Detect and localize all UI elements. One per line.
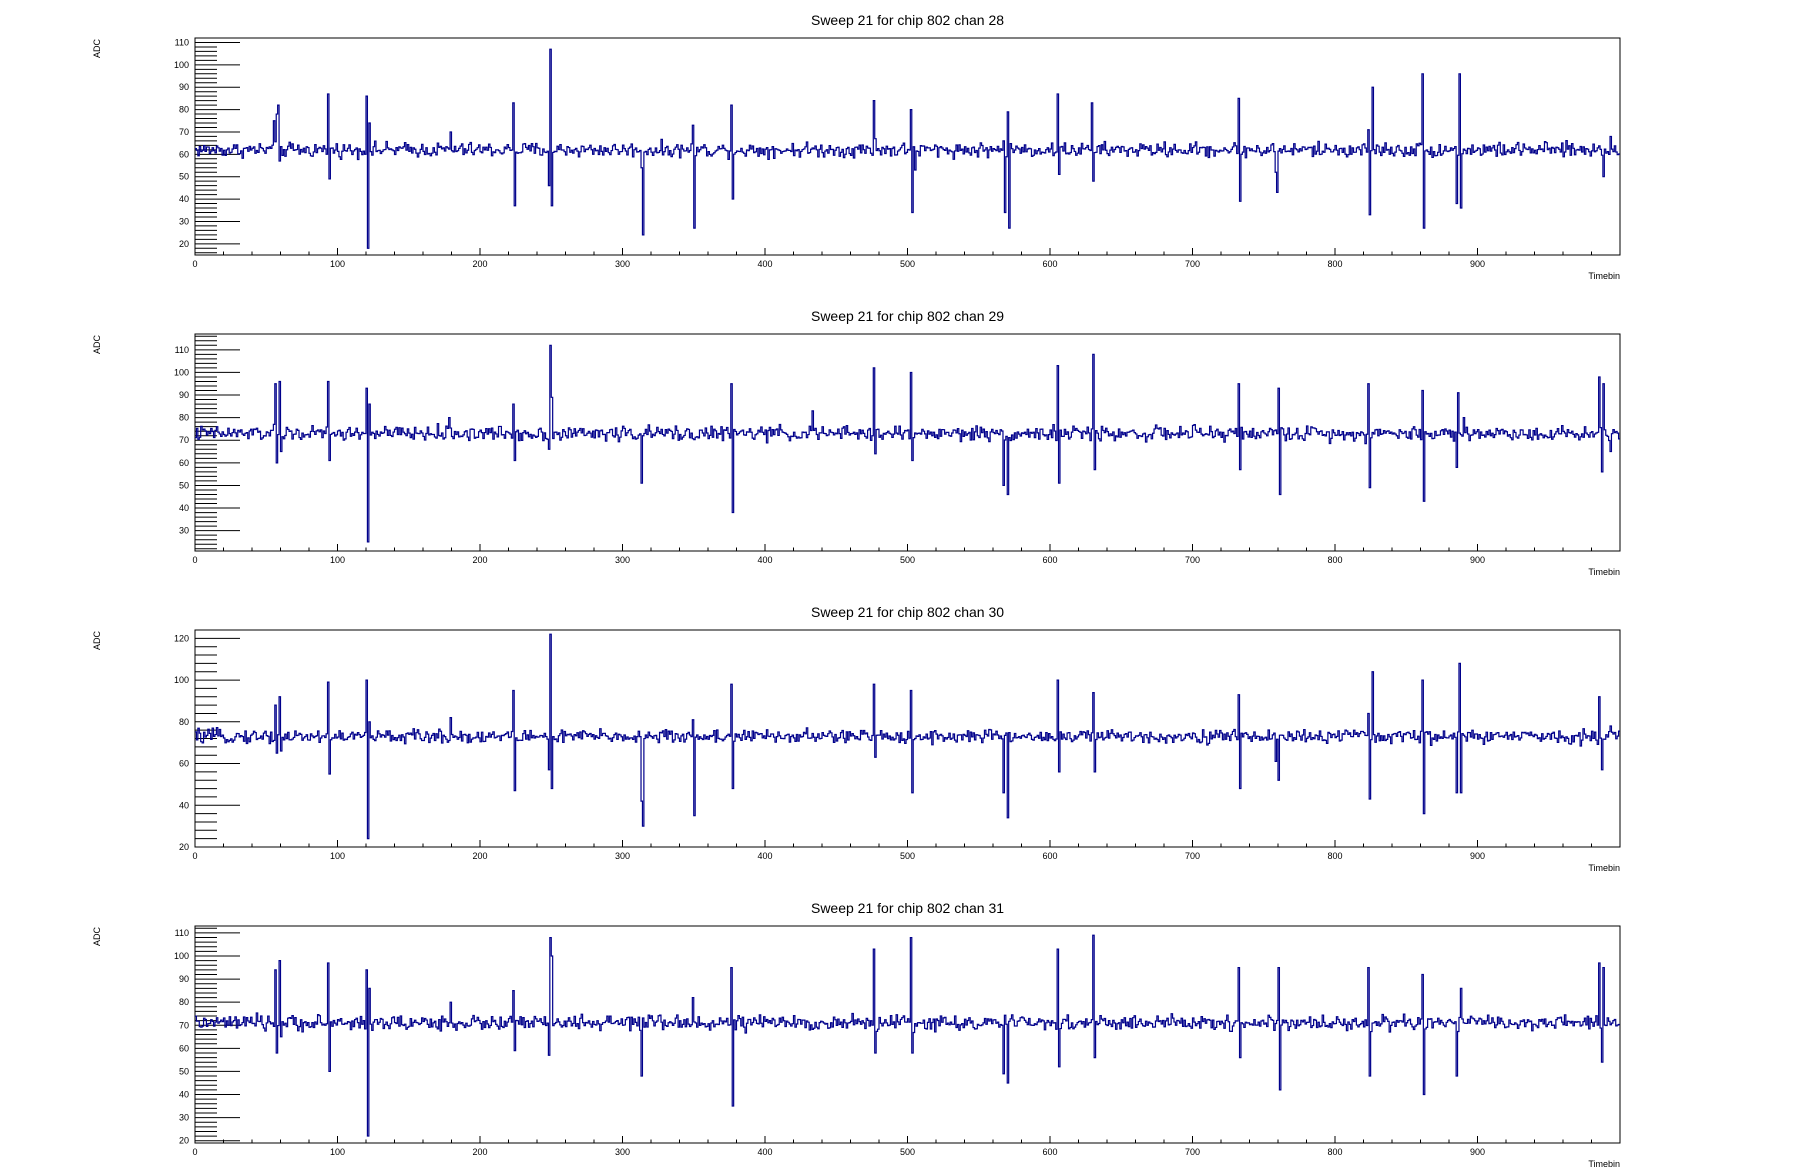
x-axis-label: Timebin <box>1588 567 1620 577</box>
x-tick-label: 900 <box>1470 851 1485 861</box>
x-tick-label: 400 <box>757 259 772 269</box>
x-tick-label: 400 <box>757 1147 772 1157</box>
x-tick-label: 800 <box>1327 555 1342 565</box>
plot-panel-chan-31: Sweep 21 for chip 802 chan 31 ADC Timebi… <box>92 900 1621 1169</box>
x-tick-label: 100 <box>330 1147 345 1157</box>
y-tick-label: 50 <box>179 1066 189 1076</box>
chart-title: Sweep 21 for chip 802 chan 28 <box>811 12 1004 28</box>
y-tick-label: 80 <box>179 105 189 115</box>
y-axis-label: ADC <box>92 38 102 58</box>
y-tick-label: 30 <box>179 526 189 536</box>
y-tick-label: 70 <box>179 1020 189 1030</box>
y-tick-label: 90 <box>179 82 189 92</box>
plot-frame <box>194 925 1621 1144</box>
data-series-line <box>195 934 1620 1137</box>
y-tick-label: 90 <box>179 390 189 400</box>
y-tick-label: 80 <box>179 717 189 727</box>
x-tick-label: 900 <box>1470 555 1485 565</box>
x-tick-label: 700 <box>1185 555 1200 565</box>
y-tick-label: 20 <box>179 239 189 249</box>
x-tick-label: 600 <box>1042 851 1057 861</box>
x-tick-label: 400 <box>757 555 772 565</box>
x-tick-label: 0 <box>192 259 197 269</box>
x-axis-label: Timebin <box>1588 1159 1620 1169</box>
x-tick-label: 100 <box>330 555 345 565</box>
y-tick-label: 40 <box>179 194 189 204</box>
x-tick-label: 500 <box>900 259 915 269</box>
x-tick-label: 200 <box>472 1147 487 1157</box>
x-tick-label: 300 <box>615 259 630 269</box>
chart-title: Sweep 21 for chip 802 chan 29 <box>811 308 1004 324</box>
y-tick-label: 100 <box>174 367 189 377</box>
y-tick-label: 40 <box>179 800 189 810</box>
x-tick-label: 200 <box>472 555 487 565</box>
x-tick-label: 0 <box>192 851 197 861</box>
x-tick-label: 300 <box>615 1147 630 1157</box>
x-tick-label: 700 <box>1185 851 1200 861</box>
x-tick-label: 800 <box>1327 851 1342 861</box>
chart-title: Sweep 21 for chip 802 chan 31 <box>811 900 1004 916</box>
y-tick-label: 80 <box>179 997 189 1007</box>
y-tick-label: 60 <box>179 458 189 468</box>
x-tick-label: 800 <box>1327 1147 1342 1157</box>
x-tick-label: 500 <box>900 555 915 565</box>
y-tick-label: 30 <box>179 216 189 226</box>
x-tick-label: 200 <box>472 851 487 861</box>
x-axis-label: Timebin <box>1588 863 1620 873</box>
plot-frame <box>194 333 1621 552</box>
plot-panel-chan-29: Sweep 21 for chip 802 chan 29 ADC Timebi… <box>92 308 1621 577</box>
data-series-line <box>195 344 1620 543</box>
x-tick-label: 600 <box>1042 1147 1057 1157</box>
y-tick-label: 50 <box>179 480 189 490</box>
y-tick-label: 110 <box>175 928 189 938</box>
data-series-line <box>195 48 1620 249</box>
chart-title: Sweep 21 for chip 802 chan 30 <box>811 604 1004 620</box>
y-tick-label: 30 <box>179 1113 189 1123</box>
y-tick-label: 110 <box>175 37 189 47</box>
y-tick-label: 20 <box>179 1136 189 1146</box>
x-tick-label: 100 <box>330 259 345 269</box>
y-tick-label: 70 <box>179 435 189 445</box>
x-tick-label: 300 <box>615 851 630 861</box>
y-tick-label: 40 <box>179 503 189 513</box>
x-tick-label: 300 <box>615 555 630 565</box>
y-tick-label: 100 <box>174 675 189 685</box>
y-tick-label: 110 <box>175 345 189 355</box>
x-tick-label: 100 <box>330 851 345 861</box>
x-tick-label: 0 <box>192 555 197 565</box>
y-tick-label: 60 <box>179 149 189 159</box>
y-tick-label: 50 <box>179 172 189 182</box>
x-tick-label: 900 <box>1470 259 1485 269</box>
y-tick-label: 100 <box>174 60 189 70</box>
y-tick-label: 100 <box>174 951 189 961</box>
y-tick-label: 20 <box>179 842 189 852</box>
x-tick-label: 700 <box>1185 1147 1200 1157</box>
y-axis-label: ADC <box>92 334 102 354</box>
y-tick-label: 80 <box>179 413 189 423</box>
y-tick-label: 60 <box>179 1043 189 1053</box>
x-tick-label: 700 <box>1185 259 1200 269</box>
y-tick-label: 70 <box>179 127 189 137</box>
x-tick-label: 500 <box>900 851 915 861</box>
x-tick-label: 400 <box>757 851 772 861</box>
y-tick-label: 120 <box>174 633 189 643</box>
y-tick-label: 60 <box>179 759 189 769</box>
x-axis-label: Timebin <box>1588 271 1620 281</box>
y-tick-label: 90 <box>179 974 189 984</box>
y-axis-label: ADC <box>92 630 102 650</box>
x-tick-label: 0 <box>192 1147 197 1157</box>
plot-panel-chan-28: Sweep 21 for chip 802 chan 28 ADC Timebi… <box>92 12 1621 281</box>
x-tick-label: 800 <box>1327 259 1342 269</box>
data-series-line <box>195 633 1620 840</box>
x-tick-label: 600 <box>1042 555 1057 565</box>
plot-panel-chan-30: Sweep 21 for chip 802 chan 30 ADC Timebi… <box>92 604 1621 873</box>
y-tick-label: 40 <box>179 1090 189 1100</box>
x-tick-label: 900 <box>1470 1147 1485 1157</box>
x-tick-label: 200 <box>472 259 487 269</box>
y-axis-label: ADC <box>92 926 102 946</box>
x-tick-label: 600 <box>1042 259 1057 269</box>
x-tick-label: 500 <box>900 1147 915 1157</box>
